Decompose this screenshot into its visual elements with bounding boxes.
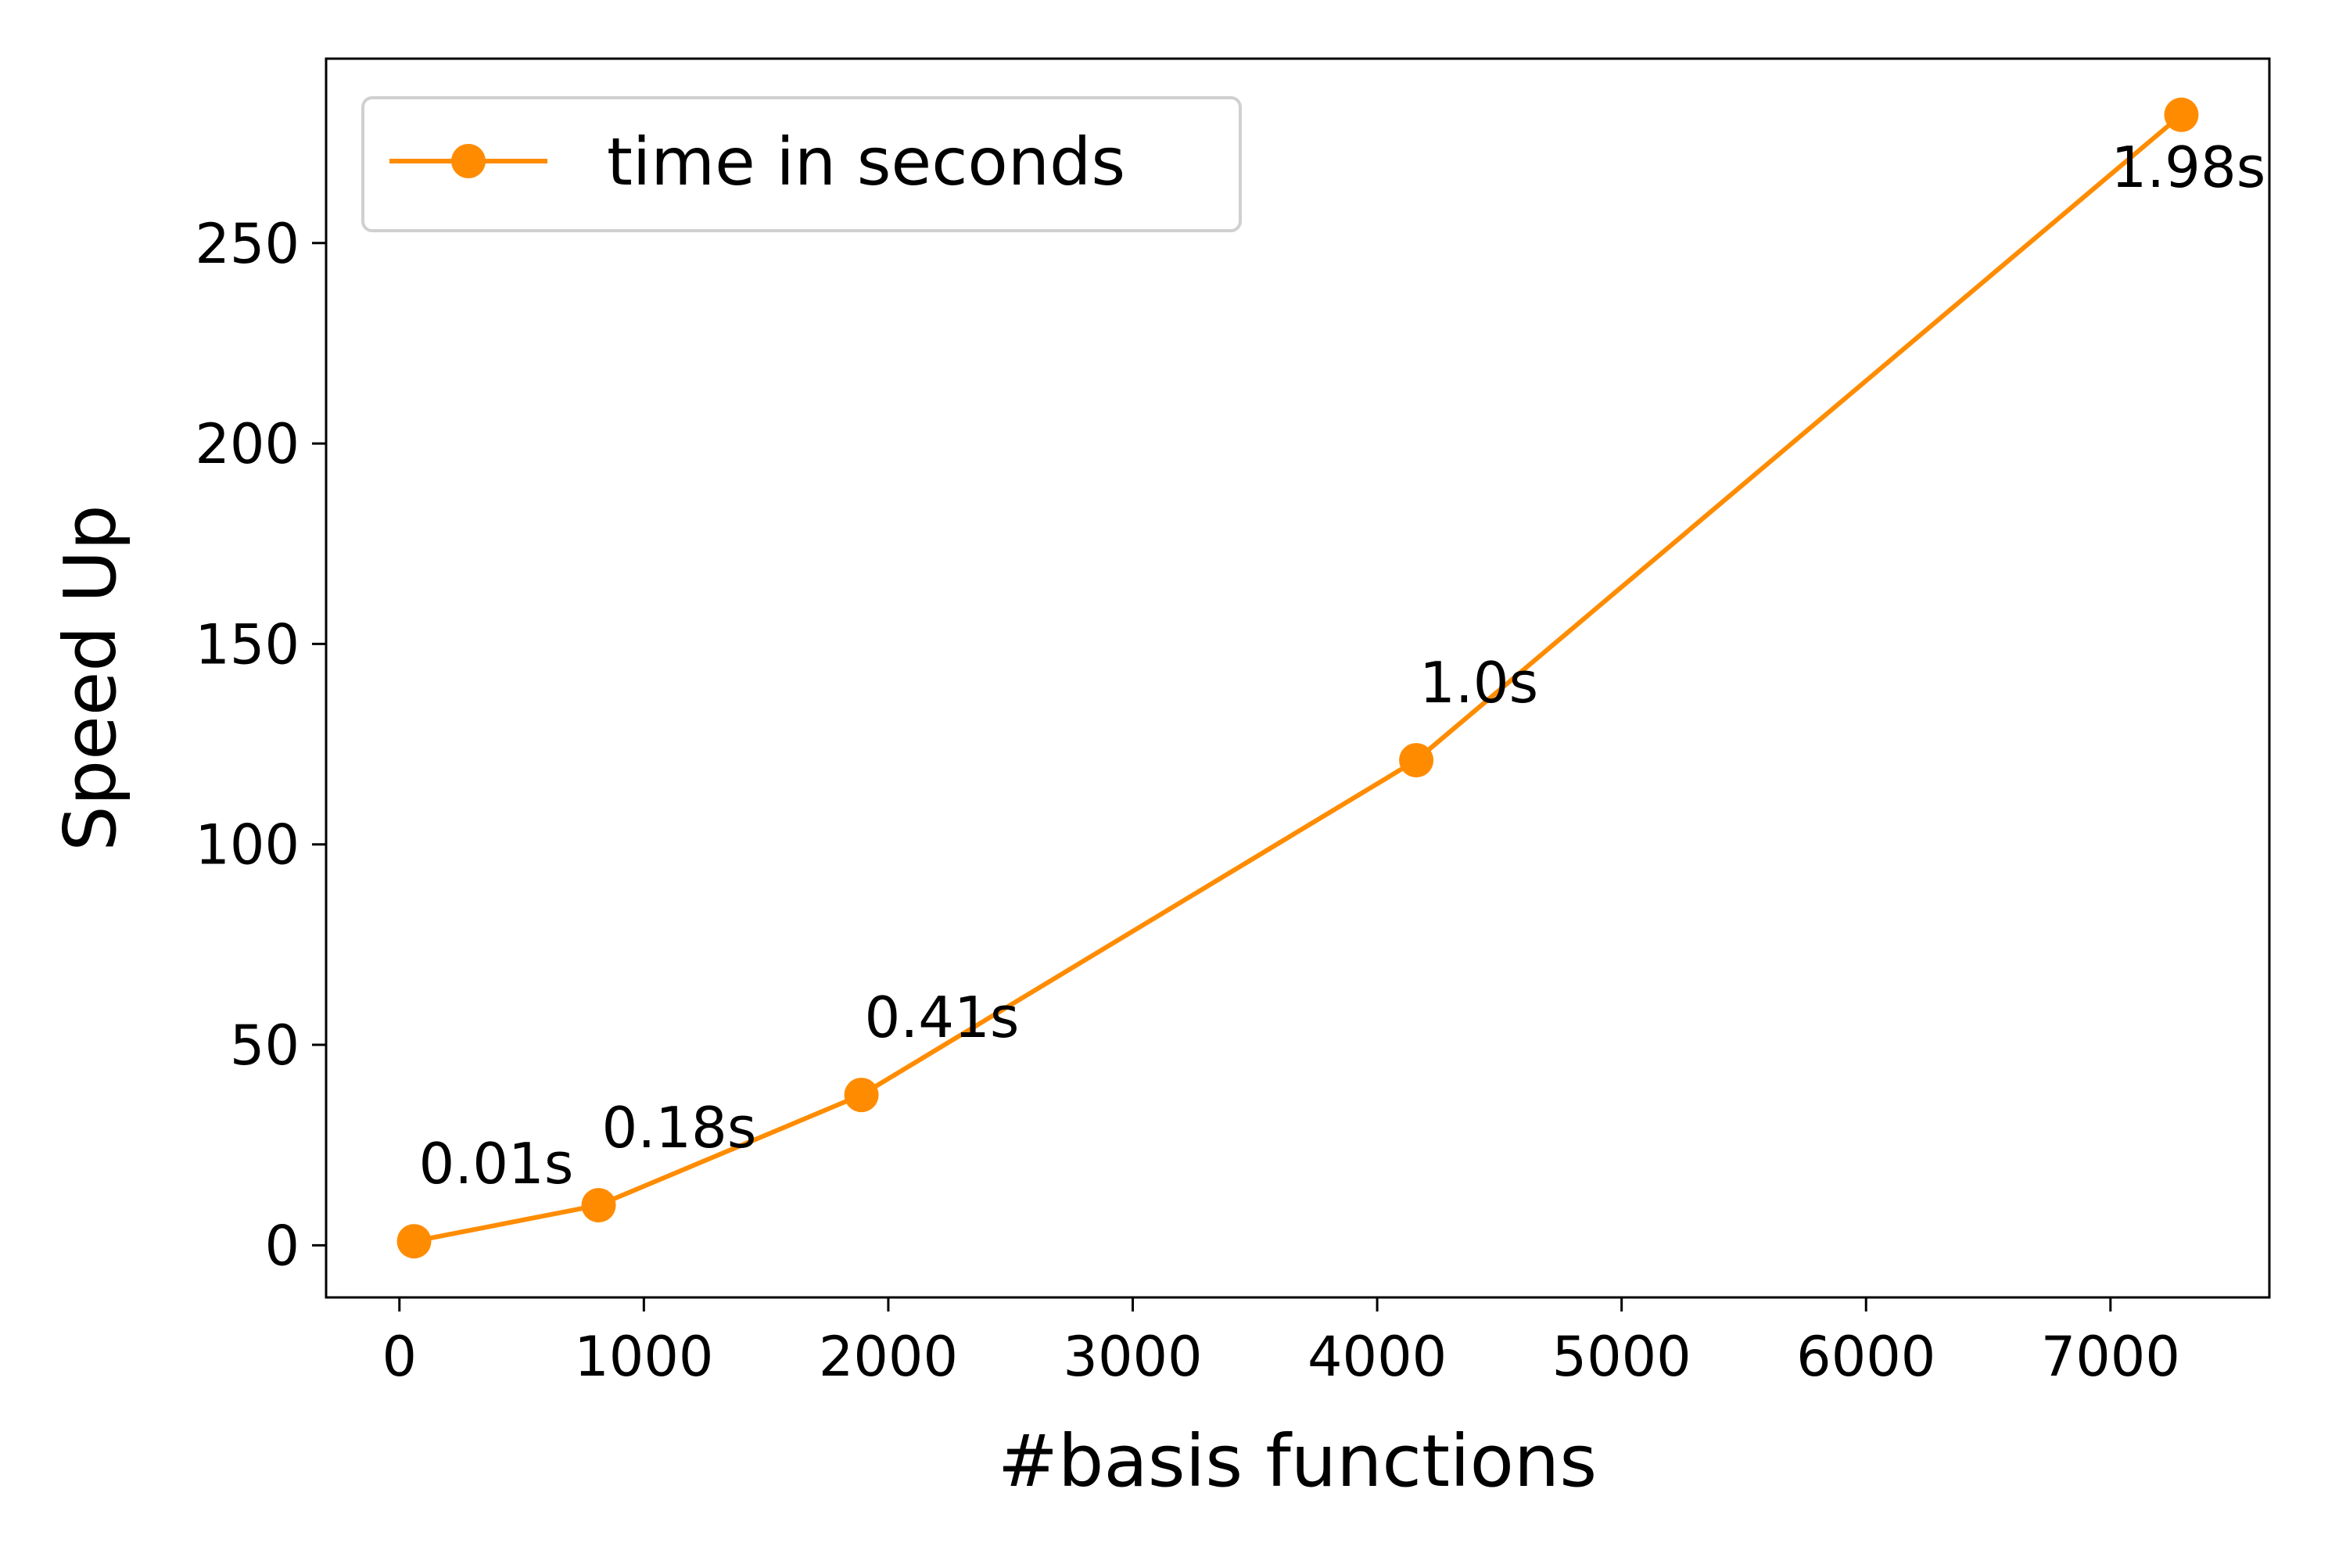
x-tick-label: 1000	[574, 1325, 713, 1389]
y-tick-label: 50	[230, 1014, 300, 1078]
y-tick-label: 150	[195, 612, 300, 676]
x-tick-label: 3000	[1063, 1325, 1202, 1389]
x-tick-label: 5000	[1552, 1325, 1691, 1389]
legend-label: time in seconds	[607, 124, 1125, 200]
data-point	[396, 1224, 432, 1259]
x-tick-label: 0	[382, 1325, 418, 1389]
y-tick-label: 100	[195, 813, 300, 877]
annotations-layer: 0.01s 0.18s 0.41s 1.0s 1.98s	[419, 135, 2266, 1197]
legend-box	[361, 96, 1242, 232]
y-tick-label: 0	[264, 1214, 300, 1278]
ticks-layer: 0 1000 2000 3000 4000 5000 6000 7000 0 50 100 150 20…	[195, 212, 2180, 1389]
plot-frame	[325, 57, 2271, 1299]
y-tick-label: 250	[195, 212, 300, 276]
x-axis-label: #basis functions	[998, 1419, 1597, 1503]
data-point	[844, 1078, 879, 1113]
data-label: 1.0s	[1419, 650, 1538, 716]
legend-marker	[451, 144, 486, 178]
x-tick-label: 7000	[2041, 1325, 2180, 1389]
data-layer	[396, 97, 2199, 1259]
y-axis-label: Speed Up	[48, 504, 132, 851]
data-point	[581, 1188, 616, 1223]
y-tick-label: 200	[195, 412, 300, 476]
x-tick-label: 6000	[1796, 1325, 1935, 1389]
data-label: 0.18s	[602, 1095, 757, 1161]
data-label: 1.98s	[2111, 135, 2265, 200]
x-tick-label: 2000	[819, 1325, 958, 1389]
data-point	[2164, 97, 2199, 132]
legend: time in seconds	[361, 96, 1242, 232]
data-point	[1399, 743, 1434, 778]
x-tick-label: 4000	[1308, 1325, 1447, 1389]
data-label: 0.41s	[865, 985, 1020, 1050]
data-label: 0.01s	[419, 1131, 574, 1197]
